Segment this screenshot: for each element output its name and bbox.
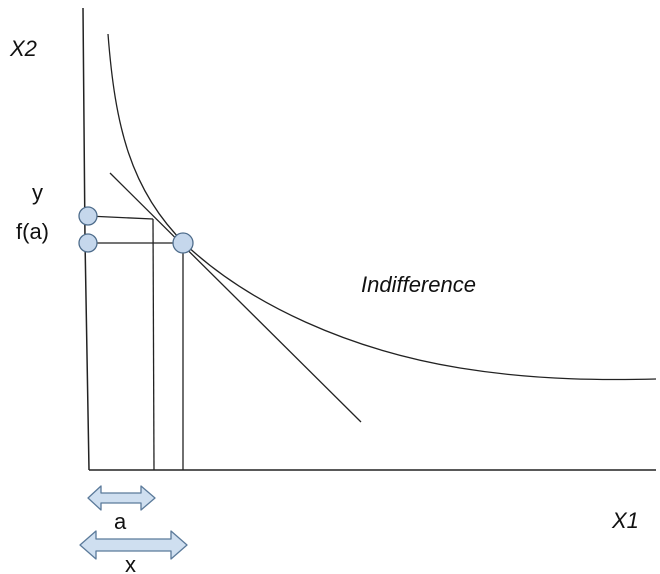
tangent-line [109, 172, 362, 423]
indifference-curve [107, 33, 657, 381]
guide-line-y [87, 215, 154, 220]
marker-fa [78, 233, 98, 253]
double-headed-arrow-icon [79, 530, 188, 560]
marker-y [78, 206, 98, 226]
indifference-label: Indifference [361, 272, 476, 297]
axes [82, 7, 656, 471]
double-headed-arrow-icon [87, 485, 156, 511]
x-span-label: x [125, 552, 136, 574]
y-value-label: y [32, 180, 43, 205]
x-axis-label: X1 [611, 508, 639, 533]
fa-value-label: f(a) [16, 219, 49, 244]
y-axis-label: X2 [9, 36, 37, 61]
marker-tangency [172, 232, 194, 254]
a-span-label: a [114, 509, 127, 534]
guide-line-a [152, 218, 155, 471]
